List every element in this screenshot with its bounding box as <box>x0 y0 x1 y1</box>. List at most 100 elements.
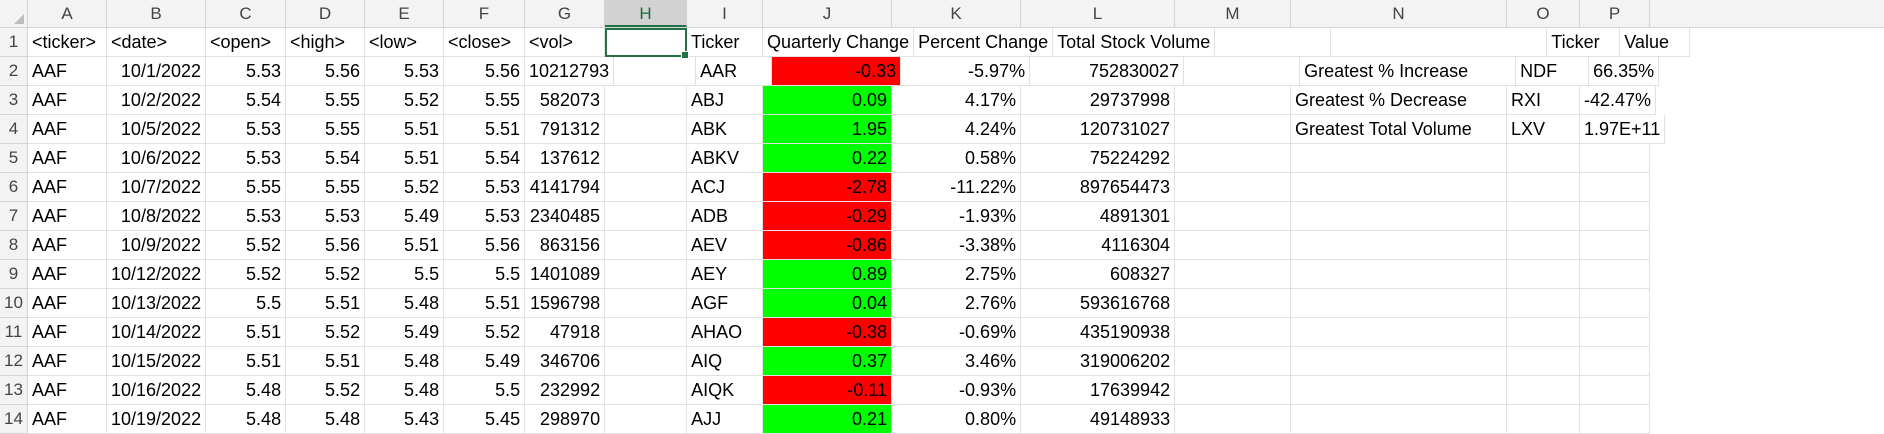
cell-n13[interactable] <box>1291 376 1508 405</box>
cell-p7[interactable] <box>1580 202 1650 231</box>
row-header[interactable]: 13 <box>0 376 28 405</box>
cell-a10[interactable]: AAF <box>28 289 107 318</box>
cell-p8[interactable] <box>1580 231 1650 260</box>
cell-l4[interactable]: 120731027 <box>1021 115 1175 144</box>
cell-f3[interactable]: 5.55 <box>444 86 525 115</box>
cell-n9[interactable] <box>1291 260 1508 289</box>
cell-d4[interactable]: 5.55 <box>286 115 365 144</box>
cell-j8[interactable]: -0.86 <box>763 231 892 260</box>
column-header-o[interactable]: O <box>1507 0 1580 27</box>
cell-l10[interactable]: 593616768 <box>1021 289 1176 318</box>
cell-f9[interactable]: 5.5 <box>444 260 526 289</box>
cell-n6[interactable] <box>1291 173 1507 202</box>
cell-d6[interactable]: 5.55 <box>286 173 365 202</box>
cell-k8[interactable]: -3.38% <box>892 231 1021 260</box>
cell-f11[interactable]: 5.52 <box>444 318 526 347</box>
column-header-l[interactable]: L <box>1021 0 1175 27</box>
cell-a13[interactable]: AAF <box>28 376 107 405</box>
cell-m2[interactable] <box>1184 57 1301 86</box>
cell-p1[interactable]: Value <box>1620 28 1691 57</box>
cell-h8[interactable] <box>605 231 687 260</box>
cell-g7[interactable]: 2340485 <box>525 202 605 231</box>
column-header-d[interactable]: D <box>286 0 365 27</box>
cell-f14[interactable]: 5.45 <box>444 405 526 434</box>
cell-a14[interactable]: AAF <box>28 405 107 434</box>
cell-a2[interactable]: AAF <box>28 57 107 86</box>
cell-d2[interactable]: 5.56 <box>286 57 365 86</box>
cell-f8[interactable]: 5.56 <box>444 231 525 260</box>
cell-o1[interactable]: Ticker <box>1547 28 1621 57</box>
cell-c13[interactable]: 5.48 <box>206 376 287 405</box>
cell-i10[interactable]: AGF <box>687 289 764 318</box>
cell-g11[interactable]: 47918 <box>525 318 606 347</box>
cell-i5[interactable]: ABKV <box>687 144 763 173</box>
cell-d1[interactable]: <high> <box>286 28 365 57</box>
cell-i3[interactable]: ABJ <box>687 86 763 115</box>
cell-k13[interactable]: -0.93% <box>892 376 1022 405</box>
cell-l1[interactable]: Total Stock Volume <box>1053 28 1216 57</box>
cell-c5[interactable]: 5.53 <box>206 144 286 173</box>
cell-m5[interactable] <box>1175 144 1291 173</box>
column-header-e[interactable]: E <box>365 0 444 27</box>
cell-e13[interactable]: 5.48 <box>365 376 445 405</box>
cell-k7[interactable]: -1.93% <box>892 202 1021 231</box>
cell-k11[interactable]: -0.69% <box>892 318 1022 347</box>
cell-n5[interactable] <box>1291 144 1507 173</box>
cell-h13[interactable] <box>605 376 688 405</box>
cell-g2[interactable]: 10212793 <box>525 57 615 86</box>
cell-k4[interactable]: 4.24% <box>892 115 1021 144</box>
cell-l8[interactable]: 4116304 <box>1021 231 1175 260</box>
cell-p6[interactable] <box>1580 173 1650 202</box>
cell-f13[interactable]: 5.5 <box>444 376 526 405</box>
cell-h4[interactable] <box>605 115 687 144</box>
cell-k2[interactable]: -5.97% <box>901 57 1031 86</box>
cell-h12[interactable] <box>605 347 688 376</box>
cell-k14[interactable]: 0.80% <box>892 405 1022 434</box>
cell-e4[interactable]: 5.51 <box>365 115 444 144</box>
cell-p4[interactable]: 1.97E+11 <box>1580 115 1666 144</box>
cell-m4[interactable] <box>1175 115 1291 144</box>
cell-a11[interactable]: AAF <box>28 318 107 347</box>
cell-c12[interactable]: 5.51 <box>206 347 287 376</box>
cell-j12[interactable]: 0.37 <box>763 347 893 376</box>
cell-f5[interactable]: 5.54 <box>444 144 525 173</box>
cell-l7[interactable]: 4891301 <box>1021 202 1175 231</box>
cell-a7[interactable]: AAF <box>28 202 107 231</box>
cell-d8[interactable]: 5.56 <box>286 231 365 260</box>
cell-e11[interactable]: 5.49 <box>365 318 445 347</box>
cell-i11[interactable]: AHAO <box>687 318 764 347</box>
cell-g13[interactable]: 232992 <box>525 376 606 405</box>
cell-m13[interactable] <box>1175 376 1292 405</box>
cell-f1[interactable]: <close> <box>444 28 525 57</box>
cell-p2[interactable]: 66.35% <box>1589 57 1660 86</box>
cell-i8[interactable]: AEV <box>687 231 763 260</box>
cell-g12[interactable]: 346706 <box>525 347 606 376</box>
column-header-p[interactable]: P <box>1580 0 1650 27</box>
cell-b12[interactable]: 10/15/2022 <box>107 347 207 376</box>
column-header-f[interactable]: F <box>444 0 525 27</box>
cell-n10[interactable] <box>1291 289 1508 318</box>
cell-i9[interactable]: AEY <box>687 260 764 289</box>
cell-c10[interactable]: 5.5 <box>206 289 287 318</box>
cell-o6[interactable] <box>1507 173 1580 202</box>
cell-b1[interactable]: <date> <box>107 28 206 57</box>
cell-o14[interactable] <box>1507 405 1581 434</box>
cell-h14[interactable] <box>605 405 688 434</box>
row-header[interactable]: 10 <box>0 289 28 318</box>
cell-m6[interactable] <box>1175 173 1291 202</box>
cell-j6[interactable]: -2.78 <box>763 173 892 202</box>
cell-o12[interactable] <box>1507 347 1581 376</box>
cell-a8[interactable]: AAF <box>28 231 107 260</box>
cell-d5[interactable]: 5.54 <box>286 144 365 173</box>
cell-j7[interactable]: -0.29 <box>763 202 892 231</box>
cell-p12[interactable] <box>1580 347 1651 376</box>
cell-i14[interactable]: AJJ <box>687 405 764 434</box>
cell-d11[interactable]: 5.52 <box>286 318 366 347</box>
cell-a12[interactable]: AAF <box>28 347 107 376</box>
row-header[interactable]: 5 <box>0 144 28 173</box>
cell-c11[interactable]: 5.51 <box>206 318 287 347</box>
cell-l13[interactable]: 17639942 <box>1021 376 1176 405</box>
cell-b3[interactable]: 10/2/2022 <box>107 86 206 115</box>
cell-f6[interactable]: 5.53 <box>444 173 525 202</box>
